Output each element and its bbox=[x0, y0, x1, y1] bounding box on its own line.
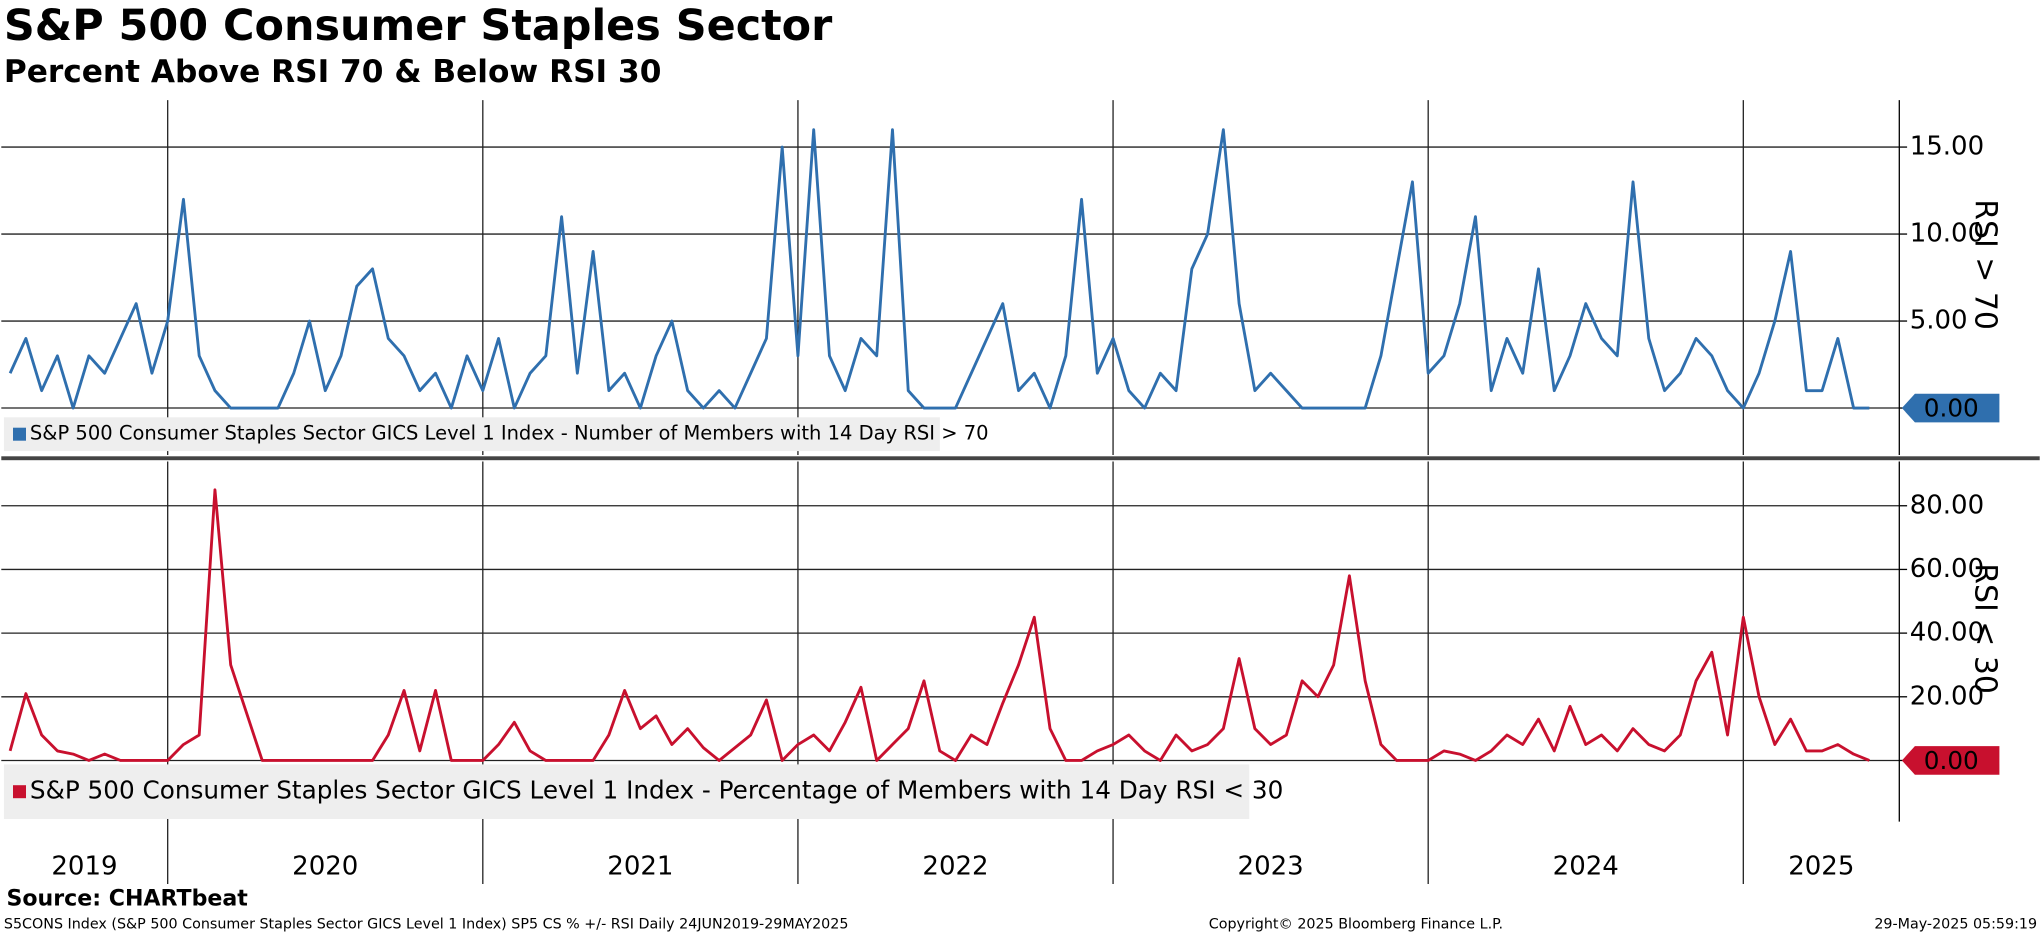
legend-swatch bbox=[13, 785, 26, 799]
x-tick-label: 2025 bbox=[1788, 852, 1854, 882]
x-tick-label: 2019 bbox=[51, 852, 117, 882]
footer-right: 29-May-2025 05:59:19 bbox=[1874, 916, 2037, 932]
chart-subtitle: Percent Above RSI 70 & Below RSI 30 bbox=[4, 54, 662, 90]
legend-swatch bbox=[13, 427, 26, 441]
last-value-tag bbox=[1901, 393, 2000, 423]
footer-left: S5CONS Index (S&P 500 Consumer Staples S… bbox=[4, 916, 849, 932]
y-tick-label: 40.00 bbox=[1910, 618, 1984, 648]
x-tick-label: 2022 bbox=[922, 852, 988, 882]
last-value-label: 0.00 bbox=[1924, 746, 1979, 775]
footer-center: Copyright© 2025 Bloomberg Finance L.P. bbox=[1209, 916, 1503, 932]
y-tick-label: 10.00 bbox=[1910, 219, 1984, 249]
y-axis-title: RSI > 70 bbox=[1967, 199, 2002, 330]
legend-background bbox=[3, 417, 940, 452]
y-tick-label: 20.00 bbox=[1910, 681, 1984, 711]
y-tick-label: 15.00 bbox=[1910, 132, 1984, 162]
y-tick-label: 60.00 bbox=[1910, 554, 1984, 584]
legend-label: S&P 500 Consumer Staples Sector GICS Lev… bbox=[30, 422, 989, 445]
x-tick-label: 2020 bbox=[292, 852, 358, 882]
panel-separator bbox=[1, 456, 2040, 461]
legend-label: S&P 500 Consumer Staples Sector GICS Lev… bbox=[30, 776, 1283, 805]
x-tick-label: 2021 bbox=[607, 852, 673, 882]
data-line bbox=[8, 488, 1870, 762]
data-line bbox=[8, 128, 1870, 410]
x-tick-label: 2023 bbox=[1238, 852, 1304, 882]
last-value-label: 0.00 bbox=[1924, 393, 1979, 422]
x-tick-label: 2024 bbox=[1553, 852, 1619, 882]
y-tick-label: 5.00 bbox=[1910, 306, 1968, 336]
chart-title: S&P 500 Consumer Staples Sector bbox=[4, 1, 833, 51]
legend-background bbox=[3, 764, 1250, 819]
y-tick-label: 80.00 bbox=[1910, 490, 1984, 520]
source: Source: CHARTbeat bbox=[7, 886, 249, 912]
last-value-tag bbox=[1901, 746, 2000, 775]
y-axis-title: RSI < 30 bbox=[1967, 563, 2002, 694]
